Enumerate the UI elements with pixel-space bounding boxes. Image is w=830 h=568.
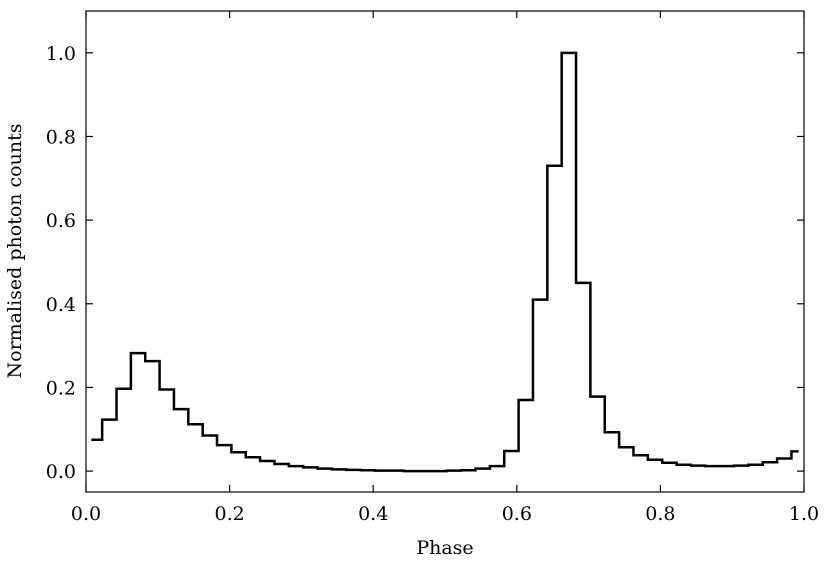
x-axis-ticks: 0.0 0.2 0.4 0.6 0.8 1.0	[71, 11, 819, 525]
y-tick-label: 0.8	[46, 126, 76, 148]
y-tick-label: 0.6	[46, 210, 76, 232]
x-tick-label: 0.6	[502, 503, 532, 525]
pulse-histogram-line	[91, 51, 799, 473]
y-axis-title: Normalised photon counts	[4, 124, 26, 379]
y-tick-label: 0.0	[46, 461, 76, 483]
plot-area: 0.0 0.2 0.4 0.6 0.8 1.0 0.0 0.2 0.4 0.6 0.8 1.0	[46, 10, 819, 525]
x-tick-label: 0.0	[71, 503, 101, 525]
plot-frame	[85, 10, 805, 493]
x-tick-label: 1.0	[789, 503, 819, 525]
x-tick-label: 0.8	[645, 503, 675, 525]
x-tick-label: 0.4	[358, 503, 388, 525]
y-axis-ticks: 0.0 0.2 0.4 0.6 0.8 1.0	[46, 43, 804, 483]
y-tick-label: 0.2	[46, 377, 76, 399]
x-axis-title: Phase	[416, 537, 473, 559]
y-tick-label: 0.4	[46, 294, 76, 316]
x-tick-label: 0.2	[214, 503, 244, 525]
y-tick-label: 1.0	[46, 43, 76, 65]
